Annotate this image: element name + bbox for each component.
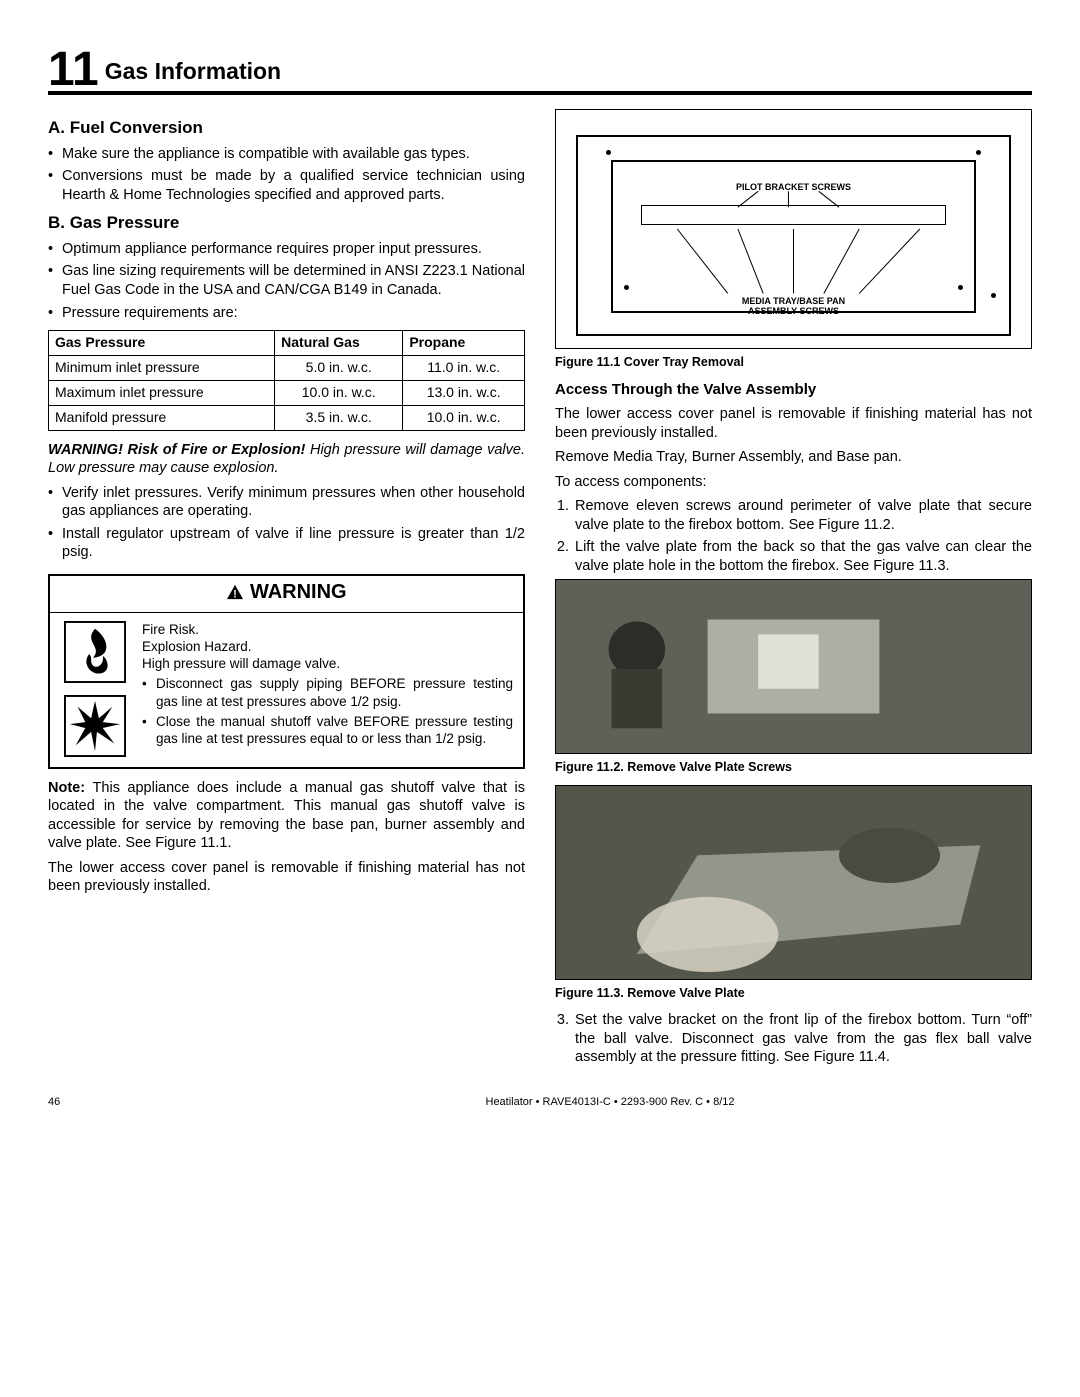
warning-line: Fire Risk. <box>142 621 513 638</box>
table-row: Manifold pressure 3.5 in. w.c. 10.0 in. … <box>49 405 525 430</box>
table-row: Maximum inlet pressure 10.0 in. w.c. 13.… <box>49 380 525 405</box>
footer-line: Heatilator • RAVE4013I-C • 2293-900 Rev.… <box>188 1095 1032 1109</box>
warning-icons <box>60 621 130 757</box>
table-header: Gas Pressure <box>49 331 275 356</box>
list-item: Set the valve bracket on the front lip o… <box>573 1011 1032 1067</box>
list-item: Verify inlet pressures. Verify minimum p… <box>48 484 525 521</box>
chapter-header: 11 Gas Information <box>48 50 1032 95</box>
fire-icon <box>64 621 126 683</box>
photo-placeholder-icon <box>556 580 1031 753</box>
figure-11-1-diagram: PILOT BRACKET SCREWS MEDIA TRAY/BASE PAN… <box>555 109 1032 349</box>
warning-text: Fire Risk. Explosion Hazard. High pressu… <box>142 621 513 757</box>
table-cell: 10.0 in. w.c. <box>403 405 525 430</box>
pressure-table: Gas Pressure Natural Gas Propane Minimum… <box>48 330 525 431</box>
list-item: Disconnect gas supply piping BEFORE pres… <box>142 675 513 710</box>
warning-title: WARNING <box>250 581 347 603</box>
figure-11-2-caption: Figure 11.2. Remove Valve Plate Screws <box>555 759 1032 775</box>
warning-line: Explosion Hazard. <box>142 638 513 655</box>
list-item: Optimum appliance performance requires p… <box>48 240 525 259</box>
table-cell: 13.0 in. w.c. <box>403 380 525 405</box>
list-item: Close the manual shutoff valve BEFORE pr… <box>142 713 513 748</box>
risk-warning-bold: WARNING! Risk of Fire or Explosion! <box>48 442 305 458</box>
section-a-list: Make sure the appliance is compatible wi… <box>48 145 525 205</box>
page-number: 46 <box>48 1095 78 1109</box>
access-steps-cont: Set the valve bracket on the front lip o… <box>555 1011 1032 1067</box>
warning-box: ! WARNING Fire Risk. Explo <box>48 574 525 769</box>
list-item: Conversions must be made by a qualified … <box>48 167 525 204</box>
table-cell: 10.0 in. w.c. <box>275 380 403 405</box>
table-row: Minimum inlet pressure 5.0 in. w.c. 11.0… <box>49 356 525 381</box>
access-steps: Remove eleven screws around perimeter of… <box>555 497 1032 575</box>
section-a-heading: A. Fuel Conversion <box>48 117 525 139</box>
note-label: Note: <box>48 780 93 796</box>
explosion-icon <box>64 695 126 757</box>
leader-lines-icon <box>556 110 1031 348</box>
table-cell: 11.0 in. w.c. <box>403 356 525 381</box>
risk-warning: WARNING! Risk of Fire or Explosion! High… <box>48 441 525 478</box>
note-paragraph-2: The lower access cover panel is removabl… <box>48 859 525 896</box>
figure-11-1-caption: Figure 11.1 Cover Tray Removal <box>555 354 1032 370</box>
list-item: Pressure requirements are: <box>48 304 525 323</box>
section-b-heading: B. Gas Pressure <box>48 212 525 234</box>
photo-placeholder-icon <box>556 786 1031 979</box>
page-footer: 46 Heatilator • RAVE4013I-C • 2293-900 R… <box>48 1095 1032 1109</box>
figure-11-3-caption: Figure 11.3. Remove Valve Plate <box>555 985 1032 1001</box>
chapter-title: Gas Information <box>105 57 281 90</box>
warning-line: High pressure will damage valve. <box>142 655 513 672</box>
section-b-list-top: Optimum appliance performance requires p… <box>48 240 525 322</box>
table-row: Gas Pressure Natural Gas Propane <box>49 331 525 356</box>
list-item: Install regulator upstream of valve if l… <box>48 525 525 562</box>
access-p2: Remove Media Tray, Burner Assembly, and … <box>555 448 1032 467</box>
list-item: Lift the valve plate from the back so th… <box>573 538 1032 575</box>
table-header: Natural Gas <box>275 331 403 356</box>
chapter-number: 11 <box>48 50 99 91</box>
right-column: PILOT BRACKET SCREWS MEDIA TRAY/BASE PAN… <box>555 109 1032 1071</box>
svg-text:!: ! <box>234 588 238 600</box>
note-text: This appliance does include a manual gas… <box>48 780 525 852</box>
warning-triangle-icon: ! <box>226 584 244 600</box>
access-p3: To access components: <box>555 473 1032 492</box>
section-b-list-bottom: Verify inlet pressures. Verify minimum p… <box>48 484 525 562</box>
note-paragraph: Note: This appliance does include a manu… <box>48 779 525 853</box>
warning-header: ! WARNING <box>50 576 523 613</box>
table-header: Propane <box>403 331 525 356</box>
table-cell: Manifold pressure <box>49 405 275 430</box>
table-cell: Maximum inlet pressure <box>49 380 275 405</box>
two-column-layout: A. Fuel Conversion Make sure the applian… <box>48 109 1032 1071</box>
figure-11-3-photo <box>555 785 1032 980</box>
list-item: Gas line sizing requirements will be det… <box>48 262 525 299</box>
figure-11-2-photo <box>555 579 1032 754</box>
left-column: A. Fuel Conversion Make sure the applian… <box>48 109 525 1071</box>
list-item: Make sure the appliance is compatible wi… <box>48 145 525 164</box>
access-heading: Access Through the Valve Assembly <box>555 380 1032 399</box>
table-cell: 3.5 in. w.c. <box>275 405 403 430</box>
list-item: Remove eleven screws around perimeter of… <box>573 497 1032 534</box>
table-cell: 5.0 in. w.c. <box>275 356 403 381</box>
access-p1: The lower access cover panel is removabl… <box>555 405 1032 442</box>
table-cell: Minimum inlet pressure <box>49 356 275 381</box>
